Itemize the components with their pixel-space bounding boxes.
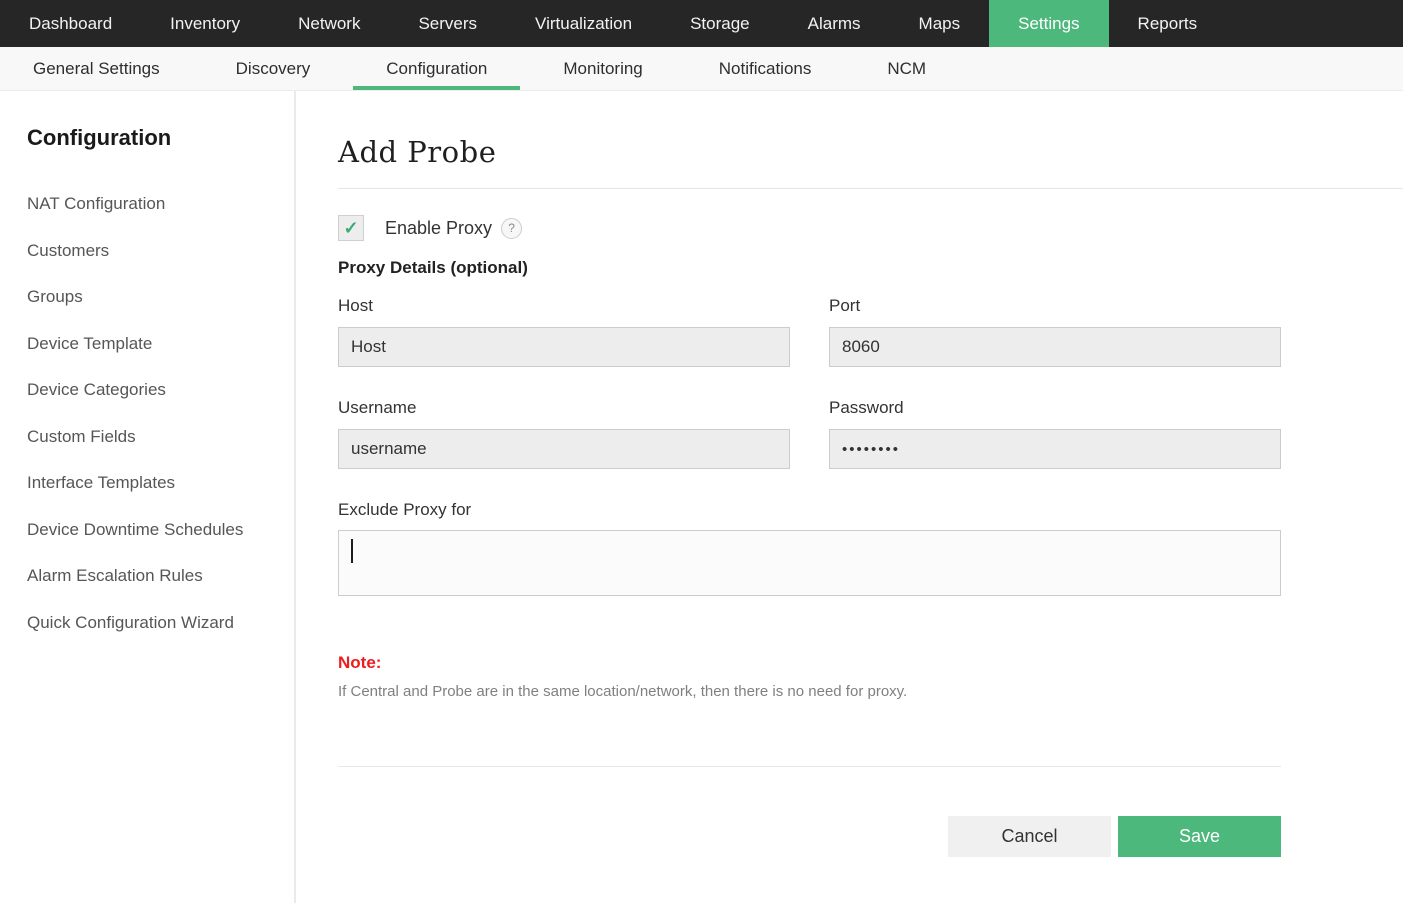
nav-item-network[interactable]: Network (298, 13, 361, 33)
nav-item-servers[interactable]: Servers (418, 13, 478, 33)
nav-item-reports[interactable]: Reports (1137, 13, 1198, 33)
subnav-item-general-settings[interactable]: General Settings (33, 58, 160, 78)
exclude-proxy-textarea[interactable] (338, 530, 1281, 596)
exclude-proxy-label: Exclude Proxy for (338, 500, 472, 519)
settings-sub-navigation: General Settings Discovery Configuration… (0, 47, 1403, 91)
sidebar-title: Configuration (27, 125, 172, 150)
sidebar-item-custom-fields[interactable]: Custom Fields (27, 426, 136, 446)
sidebar-item-customers[interactable]: Customers (27, 240, 110, 260)
top-navigation: Dashboard Inventory Network Servers Virt… (0, 0, 1403, 47)
host-field-group: Host (338, 296, 790, 367)
help-icon[interactable]: ? (501, 217, 523, 239)
checkmark-icon: ✓ (343, 218, 359, 238)
subnav-item-discovery[interactable]: Discovery (235, 58, 311, 78)
sidebar-item-interface-templates[interactable]: Interface Templates (27, 473, 176, 492)
enable-proxy-row: ✓ Enable Proxy ? (338, 215, 1281, 241)
sidebar-item-groups[interactable]: Groups (27, 287, 83, 306)
username-input[interactable] (338, 429, 790, 469)
nav-item-virtualization[interactable]: Virtualization (535, 13, 633, 33)
footer-divider (338, 766, 1281, 767)
note-title: Note: (338, 653, 382, 672)
title-divider (338, 188, 1403, 189)
nav-item-dashboard[interactable]: Dashboard (29, 13, 113, 33)
add-probe-panel: Add Probe ✓ Enable Proxy ? Proxy Details… (296, 91, 1403, 903)
configuration-sidebar: Configuration NAT Configuration Customer… (0, 91, 296, 903)
sidebar-item-nat-configuration[interactable]: NAT Configuration (27, 194, 166, 213)
nav-item-maps[interactable]: Maps (918, 13, 961, 33)
enable-proxy-label: Enable Proxy (385, 217, 493, 238)
note-text: If Central and Probe are in the same loc… (338, 683, 908, 700)
host-input[interactable] (338, 327, 790, 367)
username-label: Username (338, 398, 417, 417)
subnav-item-notifications[interactable]: Notifications (718, 58, 812, 78)
proxy-details-heading: Proxy Details (optional) (338, 258, 528, 277)
nav-item-settings[interactable]: Settings (989, 0, 1109, 47)
note-section: Note: If Central and Probe are in the sa… (338, 653, 1281, 700)
subnav-item-configuration[interactable]: Configuration (353, 47, 521, 90)
password-input[interactable] (829, 429, 1281, 469)
sidebar-item-quick-configuration-wizard[interactable]: Quick Configuration Wizard (27, 612, 234, 632)
nav-item-inventory[interactable]: Inventory (170, 13, 241, 33)
nav-item-storage[interactable]: Storage (690, 13, 750, 33)
exclude-proxy-field-group: Exclude Proxy for (338, 500, 1281, 596)
action-buttons: Cancel Save (338, 816, 1281, 857)
subnav-item-ncm[interactable]: NCM (887, 58, 927, 78)
cancel-button[interactable]: Cancel (948, 816, 1111, 857)
sidebar-list: NAT Configuration Customers Groups Devic… (27, 194, 274, 633)
sidebar-item-device-downtime-schedules[interactable]: Device Downtime Schedules (27, 519, 244, 539)
port-input[interactable] (829, 327, 1281, 367)
username-field-group: Username (338, 398, 790, 469)
save-button[interactable]: Save (1118, 816, 1281, 857)
password-field-group: Password (829, 398, 1281, 469)
port-label: Port (829, 296, 861, 315)
page-title: Add Probe (338, 135, 497, 169)
sidebar-item-device-template[interactable]: Device Template (27, 333, 153, 353)
nav-item-alarms[interactable]: Alarms (807, 13, 861, 33)
password-label: Password (829, 398, 904, 417)
host-label: Host (338, 296, 373, 315)
port-field-group: Port (829, 296, 1281, 367)
text-cursor (351, 539, 353, 563)
sidebar-item-alarm-escalation-rules[interactable]: Alarm Escalation Rules (27, 566, 203, 585)
sidebar-item-device-categories[interactable]: Device Categories (27, 380, 166, 399)
enable-proxy-checkbox[interactable]: ✓ (338, 215, 364, 241)
subnav-item-monitoring[interactable]: Monitoring (563, 58, 643, 78)
